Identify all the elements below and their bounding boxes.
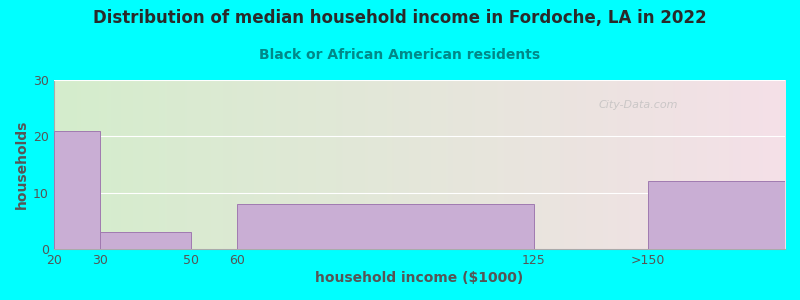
Bar <box>99 232 191 249</box>
Bar <box>54 131 99 249</box>
Bar <box>237 204 534 249</box>
Bar <box>648 182 785 249</box>
Y-axis label: households: households <box>15 120 29 209</box>
Text: Black or African American residents: Black or African American residents <box>259 48 541 62</box>
Text: Distribution of median household income in Fordoche, LA in 2022: Distribution of median household income … <box>93 9 707 27</box>
Text: City-Data.com: City-Data.com <box>599 100 678 110</box>
X-axis label: household income ($1000): household income ($1000) <box>315 271 523 285</box>
